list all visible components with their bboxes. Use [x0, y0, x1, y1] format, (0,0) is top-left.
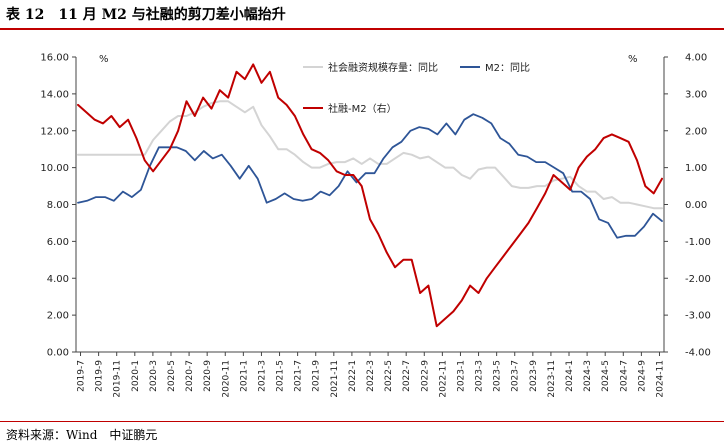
- x-tick-label: 2022-1: [348, 360, 358, 392]
- x-tick-label: 2021-7: [294, 360, 304, 392]
- legend-label-scissor: 社融-M2（右）: [328, 102, 397, 115]
- x-tick-label: 2022-5: [384, 360, 394, 392]
- x-tick-label: 2020-3: [149, 360, 159, 392]
- x-tick-label: 2021-3: [257, 360, 267, 392]
- x-tick-label: 2023-9: [529, 360, 539, 392]
- y-left-tick-label: 8.00: [47, 200, 69, 211]
- source-org: 中证鹏元: [109, 428, 158, 442]
- unit-right: %: [628, 54, 638, 65]
- x-tick-label: 2023-3: [475, 360, 485, 392]
- y-left-tick-label: 16.00: [40, 53, 69, 64]
- x-tick-label: 2022-7: [402, 360, 412, 392]
- x-tick-label: 2024-3: [583, 360, 593, 392]
- y-right-tick-label: 3.00: [685, 89, 707, 100]
- y-right-tick-label: -3.00: [685, 311, 711, 322]
- x-tick-label: 2021-9: [312, 360, 322, 392]
- x-tick-label: 2024-9: [637, 360, 647, 392]
- x-tick-label: 2023-5: [493, 360, 503, 392]
- x-tick-label: 2022-11: [438, 360, 448, 398]
- y-left-tick-label: 10.00: [40, 163, 69, 174]
- x-tick-label: 2020-1: [131, 360, 141, 392]
- x-tick-label: 2023-11: [547, 360, 557, 398]
- y-left-tick-label: 6.00: [47, 237, 69, 248]
- x-tick-label: 2021-1: [239, 360, 249, 392]
- x-tick-label: 2019-11: [113, 360, 123, 398]
- x-tick-label: 2023-7: [511, 360, 521, 392]
- y-right-tick-label: 1.00: [685, 163, 707, 174]
- y-left-tick-label: 14.00: [40, 89, 69, 100]
- x-tick-label: 2022-3: [366, 360, 376, 392]
- top-rule: [0, 28, 724, 30]
- x-tick-label: 2019-9: [95, 360, 105, 392]
- x-tick-label: 2021-5: [276, 360, 286, 392]
- x-tick-label: 2022-9: [420, 360, 430, 392]
- unit-left: %: [99, 54, 109, 65]
- chart-title: 表 12 11 月 M2 与社融的剪刀差小幅抬升: [6, 4, 286, 26]
- x-tick-label: 2024-7: [619, 360, 629, 392]
- legend-label-m2: M2：同比: [485, 62, 530, 74]
- y-right-tick-label: 4.00: [685, 53, 707, 64]
- x-tick-label: 2020-9: [203, 360, 213, 392]
- x-tick-label: 2024-1: [565, 360, 575, 392]
- chart: 0.00 2.00 4.00 6.00 8.00 10.00 12.00 14.00 16.00…: [40, 53, 711, 398]
- figure-title: 11 月 M2 与社融的剪刀差小幅抬升: [58, 7, 286, 23]
- x-tick-label: 2020-11: [221, 360, 231, 398]
- figure-number: 表 12: [6, 7, 45, 23]
- x-tick-label: 2024-5: [601, 360, 611, 392]
- y-left-tick-label: 12.00: [40, 126, 69, 137]
- legend-label-tsf: 社会融资规模存量：同比: [328, 61, 438, 74]
- y-left-tick-label: 0.00: [47, 348, 69, 359]
- source-label: 资料来源：Wind: [6, 428, 98, 442]
- y-right-tick-label: -1.00: [685, 237, 711, 248]
- scissor-series-line: [77, 63, 663, 328]
- y-right-tick-label: 2.00: [685, 126, 707, 137]
- y-right-tick-label: 0.00: [685, 200, 707, 211]
- x-tick-label: 2020-7: [185, 360, 195, 392]
- x-tick-label: 2019-7: [77, 360, 87, 392]
- x-tick-label: 2021-11: [330, 360, 340, 398]
- y-left-tick-label: 2.00: [47, 311, 69, 322]
- x-tick-label: 2024-11: [655, 360, 665, 398]
- source-note: 资料来源：Wind 中证鹏元: [6, 426, 157, 443]
- x-tick-label: 2020-5: [167, 360, 177, 392]
- bottom-rule: [0, 421, 724, 422]
- y-right-tick-label: -2.00: [685, 274, 711, 285]
- x-tick-label: 2023-1: [456, 360, 466, 392]
- m2-series-line: [77, 113, 663, 239]
- y-right-tick-label: -4.00: [685, 348, 711, 359]
- y-left-tick-label: 4.00: [47, 274, 69, 285]
